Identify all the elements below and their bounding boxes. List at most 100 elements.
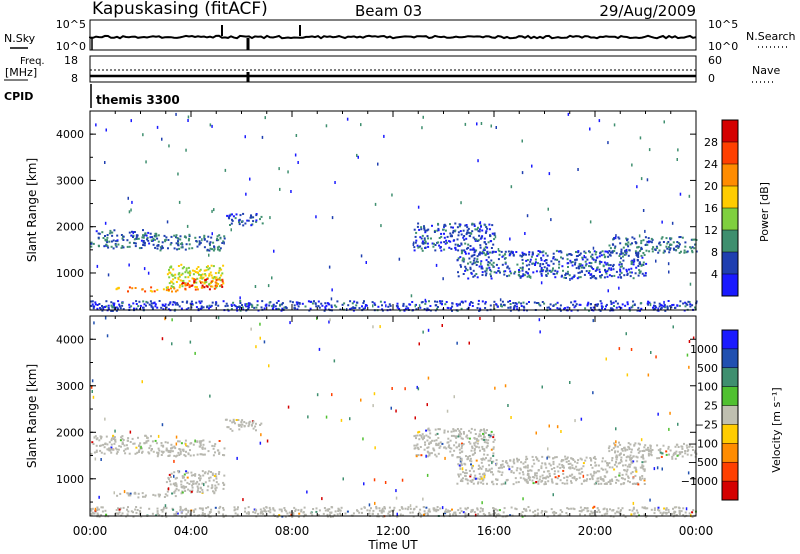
range-cell [447, 509, 450, 512]
range-cell [613, 468, 616, 471]
range-cell [475, 459, 478, 462]
range-cell [522, 462, 525, 465]
range-cell [361, 305, 363, 308]
range-cell [269, 511, 272, 514]
range-cell [164, 504, 167, 508]
range-cell [510, 470, 513, 472]
range-cell [587, 509, 590, 512]
range-cell [449, 450, 452, 453]
range-cell [676, 244, 679, 247]
range-cell [466, 437, 469, 440]
range-cell [268, 506, 271, 509]
range-cell [484, 253, 487, 256]
range-cell [620, 448, 623, 451]
range-cell [131, 437, 134, 440]
range-cell [209, 247, 212, 250]
range-cell [442, 228, 445, 231]
range-cell [631, 304, 634, 308]
range-cell [189, 302, 192, 305]
range-cell [678, 513, 681, 515]
range-cell [524, 466, 527, 469]
range-cell [580, 510, 583, 513]
range-cell [118, 508, 121, 511]
range-cell [550, 468, 553, 471]
range-cell [688, 445, 691, 448]
range-cell [135, 237, 137, 240]
range-cell [160, 306, 163, 309]
range-cell [117, 243, 120, 246]
range-cell [461, 443, 464, 446]
range-cell [249, 216, 252, 219]
range-cell [534, 472, 537, 475]
range-cell [222, 282, 225, 285]
range-cell [114, 447, 117, 450]
range-cell [633, 258, 636, 261]
range-cell [94, 507, 97, 511]
range-cell [268, 304, 271, 307]
range-cell [479, 317, 481, 320]
range-cell [336, 513, 339, 516]
range-cell [584, 459, 587, 462]
range-cell [216, 449, 219, 452]
range-cell [154, 439, 157, 442]
range-cell [324, 307, 327, 310]
range-cell [534, 261, 537, 264]
range-cell [589, 478, 591, 481]
range-cell [612, 515, 615, 518]
range-cell [515, 469, 518, 472]
range-cell [165, 507, 168, 510]
range-cell [277, 300, 280, 302]
range-cell [201, 509, 204, 512]
range-cell [381, 509, 383, 512]
range-cell [94, 303, 97, 306]
range-cell [467, 246, 470, 249]
range-cell [278, 167, 280, 171]
colorbar-tick-label: 4 [711, 268, 718, 281]
range-cell [157, 453, 160, 456]
range-cell [243, 425, 246, 428]
range-cell [406, 508, 409, 511]
range-cell [620, 477, 623, 480]
range-cell [125, 444, 128, 447]
range-cell [194, 439, 196, 443]
range-cell [318, 347, 321, 351]
range-cell [217, 483, 220, 486]
range-cell [540, 268, 543, 271]
range-cell [641, 466, 644, 469]
range-cell [354, 307, 357, 309]
freq-left-tick-bottom: 8 [71, 72, 78, 85]
range-cell [539, 263, 542, 265]
range-cell [673, 248, 676, 251]
range-cell [104, 238, 107, 241]
range-cell [647, 237, 650, 240]
range-cell [459, 435, 462, 438]
range-cell [201, 514, 204, 516]
range-cell [95, 438, 98, 441]
range-cell [434, 453, 437, 456]
range-cell [490, 275, 492, 278]
range-cell [622, 252, 624, 255]
range-cell [214, 484, 217, 487]
range-cell [483, 441, 486, 444]
range-cell [461, 467, 464, 471]
range-cell [325, 124, 328, 128]
range-cell [156, 288, 159, 291]
range-cell [188, 489, 191, 492]
range-cell [208, 304, 211, 307]
range-cell [91, 390, 93, 393]
range-cell [640, 177, 643, 181]
range-cell [630, 267, 633, 270]
range-cell [643, 254, 646, 256]
range-cell [541, 514, 544, 517]
range-cell [90, 242, 93, 245]
range-cell [607, 264, 610, 267]
range-cell [595, 251, 598, 253]
range-cell [483, 458, 486, 461]
range-cell [435, 444, 438, 447]
range-cell [684, 241, 687, 244]
range-cell [509, 514, 512, 517]
range-cell [528, 478, 531, 481]
range-cell [247, 306, 250, 309]
range-cell [611, 466, 614, 469]
range-cell [535, 456, 538, 459]
